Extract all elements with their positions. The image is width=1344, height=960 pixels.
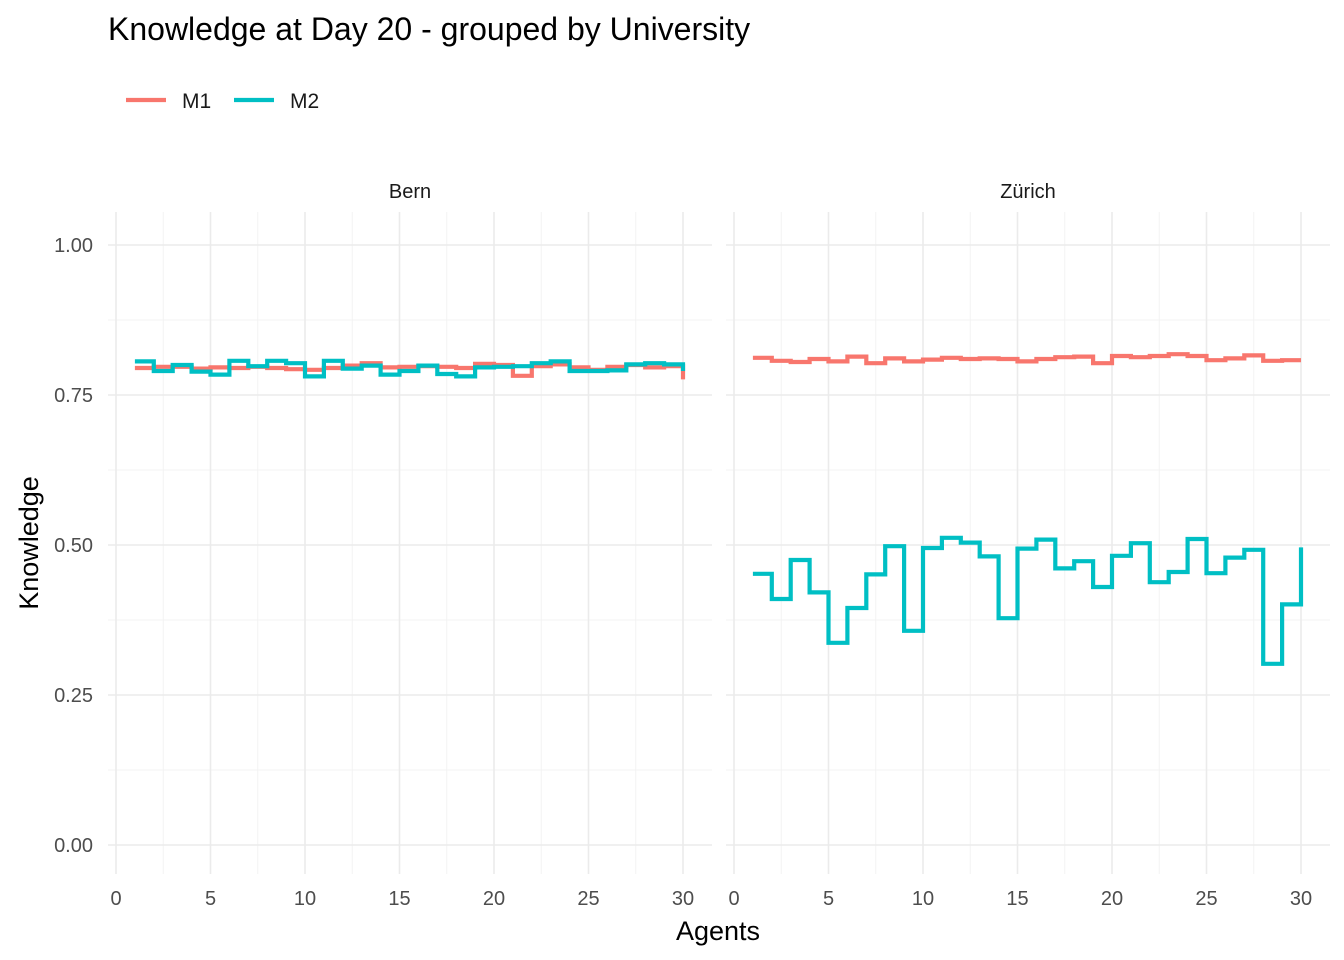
y-tick-label: 0.25	[54, 685, 93, 707]
x-tick-label: 25	[1195, 888, 1217, 910]
x-tick-label: 15	[388, 888, 410, 910]
panel-zurich: Zürich 0 5 10 15 20 25 30	[726, 181, 1330, 910]
y-tick-label: 0.00	[54, 835, 93, 857]
y-tick-label: 0.50	[54, 535, 93, 557]
series-line-bern-m2	[134, 358, 686, 379]
x-tick-label: 5	[205, 888, 216, 910]
x-tick-label: 0	[728, 888, 739, 910]
legend-label-m2: M2	[290, 90, 319, 113]
x-tick-label: 15	[1006, 888, 1028, 910]
legend-label-m1: M1	[182, 90, 211, 113]
x-tick-label: 10	[912, 888, 934, 910]
y-tick-label: 0.75	[54, 385, 93, 407]
legend: M1 M2	[126, 90, 319, 113]
panel-bern: Bern 0 5 10 15 20 25 30 0.00 0.25 0.50 0.75 1.00	[54, 181, 712, 910]
series-line-zurich-m1	[752, 352, 1301, 366]
x-tick-label: 30	[672, 888, 694, 910]
x-tick-label: 10	[294, 888, 316, 910]
strip-label-zurich: Zürich	[1000, 181, 1056, 203]
x-tick-label: 5	[823, 888, 834, 910]
y-tick-label: 1.00	[54, 235, 93, 257]
x-tick-label: 20	[1101, 888, 1123, 910]
y-axis-title: Knowledge	[14, 476, 44, 610]
x-axis-title: Agents	[676, 916, 760, 946]
x-tick-label: 20	[483, 888, 505, 910]
x-tick-label: 25	[577, 888, 599, 910]
series-line-zurich-m2	[752, 535, 1304, 666]
strip-label-bern: Bern	[389, 181, 431, 203]
x-tick-label: 0	[110, 888, 121, 910]
x-tick-label: 30	[1290, 888, 1312, 910]
facet-panels: Bern 0 5 10 15 20 25 30 0.00 0.25 0.50 0.75 1.00 Züri…	[54, 181, 1330, 910]
chart-title: Knowledge at Day 20 - grouped by Univers…	[108, 11, 750, 47]
